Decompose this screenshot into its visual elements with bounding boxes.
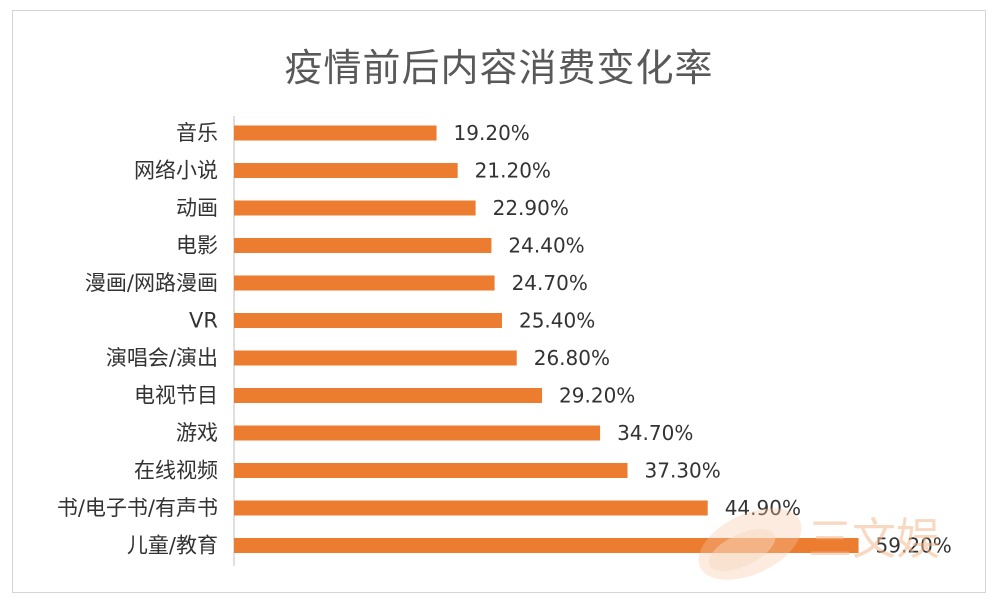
- bar-5: [234, 313, 502, 328]
- category-label-0: 音乐: [176, 121, 218, 145]
- value-label-6: 26.80%: [534, 346, 610, 370]
- chart-frame: 疫情前后内容消费变化率: [12, 10, 986, 593]
- chart-title: 疫情前后内容消费变化率: [284, 46, 714, 90]
- bar-10: [234, 500, 708, 516]
- value-label-11: 59.20%: [876, 534, 952, 558]
- bar-9: [234, 463, 628, 478]
- value-label-3: 24.40%: [508, 234, 584, 258]
- category-label-11: 儿童/教育: [127, 534, 218, 558]
- bar-0: [234, 125, 437, 141]
- bar-4: [234, 275, 495, 291]
- category-label-3: 电影: [176, 234, 218, 258]
- bar-8: [234, 425, 601, 441]
- bar-3: [234, 238, 492, 253]
- value-label-7: 29.20%: [559, 384, 635, 408]
- bar-1: [234, 163, 458, 178]
- value-label-0: 19.20%: [454, 121, 530, 145]
- category-label-1: 网络小说: [134, 159, 218, 183]
- value-label-1: 21.20%: [475, 159, 551, 183]
- category-label-4: 漫画/网路漫画: [85, 271, 218, 295]
- category-label-2: 动画: [176, 196, 218, 220]
- bar-11: [234, 538, 859, 553]
- value-label-4: 24.70%: [512, 271, 588, 295]
- bar-2: [234, 200, 476, 216]
- value-label-9: 37.30%: [645, 459, 721, 483]
- category-label-8: 游戏: [176, 421, 218, 445]
- bar-6: [234, 350, 517, 366]
- value-label-10: 44.90%: [725, 496, 801, 520]
- value-label-5: 25.40%: [519, 309, 595, 333]
- bar-7: [234, 388, 543, 403]
- value-label-8: 34.70%: [617, 421, 693, 445]
- category-label-9: 在线视频: [134, 459, 218, 483]
- category-label-6: 演唱会/演出: [106, 346, 218, 370]
- category-label-10: 书/电子书/有声书: [57, 496, 218, 520]
- category-label-5: VR: [189, 309, 218, 333]
- category-label-7: 电视节目: [134, 384, 218, 408]
- value-label-2: 22.90%: [493, 196, 569, 220]
